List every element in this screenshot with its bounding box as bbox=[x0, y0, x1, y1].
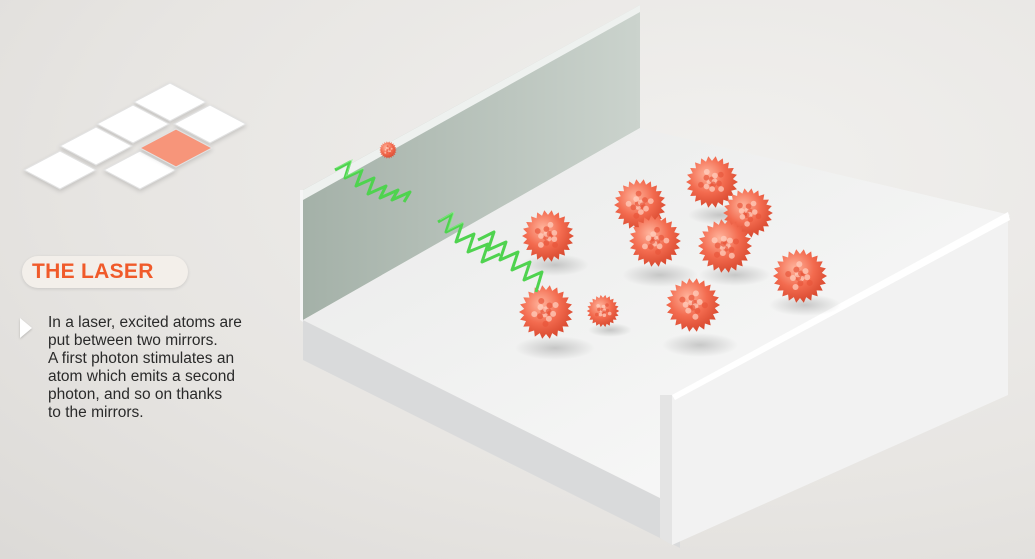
excited-atom bbox=[586, 295, 620, 327]
cavity-base-front bbox=[303, 320, 680, 548]
nav-tile-active[interactable] bbox=[138, 128, 214, 168]
left-mirror bbox=[303, 5, 640, 320]
title-badge: THE LASER bbox=[22, 256, 188, 288]
nav-tile[interactable] bbox=[58, 126, 134, 166]
excited-atom bbox=[379, 141, 397, 159]
photon-wave bbox=[334, 160, 412, 203]
left-mirror-side bbox=[300, 190, 303, 322]
atoms-group bbox=[379, 141, 827, 339]
excited-atom bbox=[773, 249, 827, 303]
nav-tile[interactable] bbox=[132, 82, 208, 122]
excited-atom bbox=[519, 285, 573, 339]
photon-wave bbox=[477, 230, 544, 293]
description-line: photon, and so on thanks bbox=[48, 386, 223, 403]
excited-atom bbox=[629, 215, 681, 267]
nav-tile[interactable] bbox=[95, 104, 171, 144]
description-line: A first photon stimulates an bbox=[48, 350, 235, 367]
nav-tile[interactable] bbox=[172, 104, 248, 144]
right-mirror-face bbox=[672, 212, 1010, 400]
description-line: In a laser, excited atoms are bbox=[48, 314, 242, 331]
description-text: In a laser, excited atoms are put betwee… bbox=[48, 314, 298, 422]
excited-atom bbox=[698, 219, 752, 273]
photon-wave bbox=[437, 212, 501, 264]
nav-tile[interactable] bbox=[102, 150, 178, 190]
section-title: THE LASER bbox=[32, 260, 154, 283]
chapter-tile-grid bbox=[22, 82, 248, 190]
excited-atom bbox=[686, 156, 738, 208]
excited-atom bbox=[666, 278, 720, 332]
description-line: to the mirrors. bbox=[48, 404, 144, 421]
nav-tile[interactable] bbox=[22, 150, 98, 190]
bullet-arrow-icon bbox=[20, 318, 32, 338]
description-line: put between two mirrors. bbox=[48, 332, 218, 349]
photons-group bbox=[334, 160, 544, 293]
right-mirror bbox=[672, 212, 1008, 545]
cavity-floor-front bbox=[303, 128, 1010, 508]
excited-atom bbox=[522, 210, 574, 262]
excited-atom bbox=[723, 188, 773, 238]
description-line: atom which emits a second bbox=[48, 368, 235, 385]
right-mirror-side bbox=[660, 395, 672, 545]
